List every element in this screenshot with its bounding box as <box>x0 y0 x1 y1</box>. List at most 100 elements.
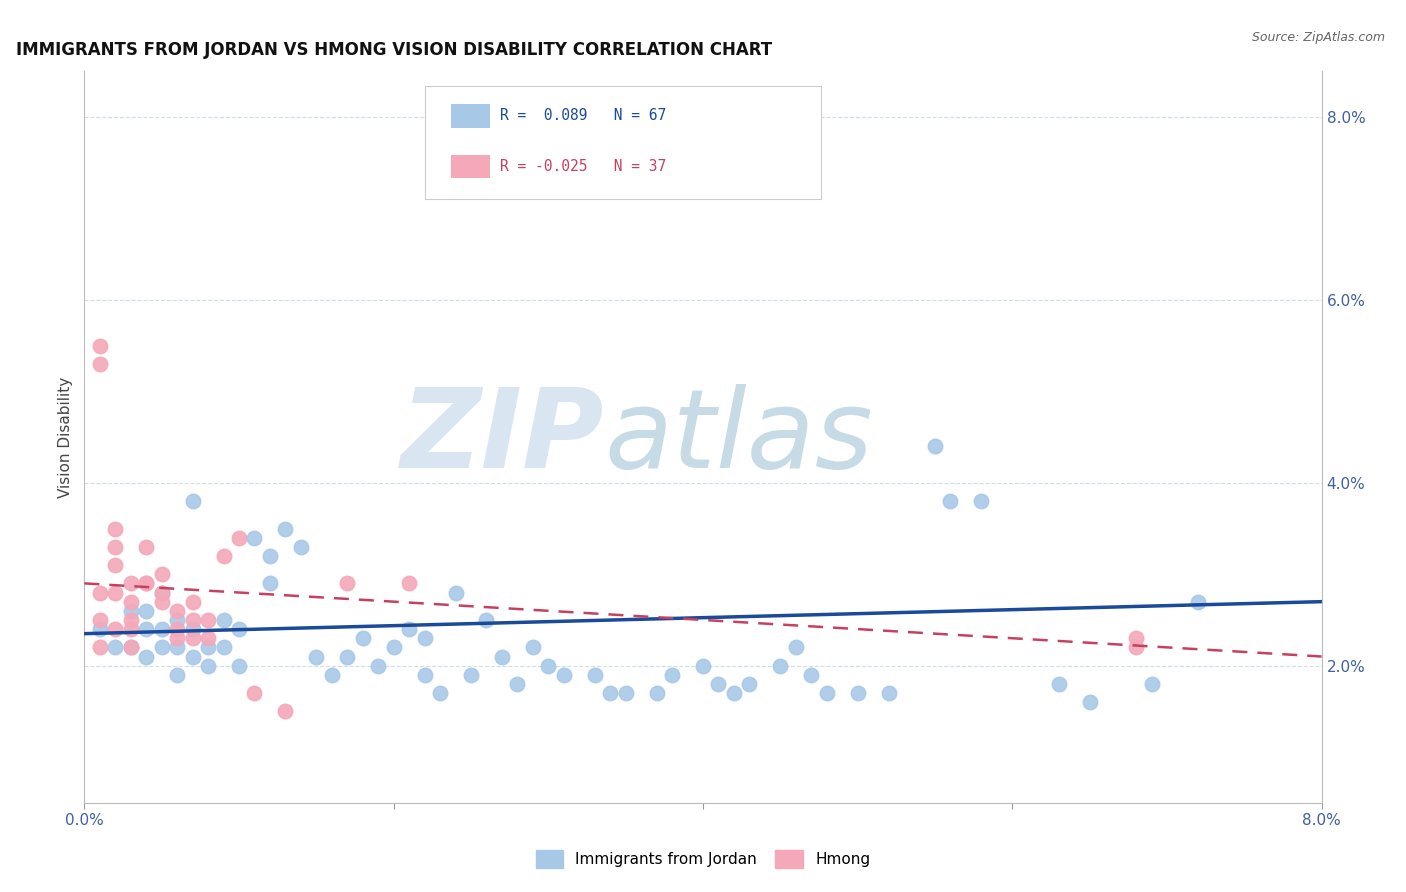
Point <box>120 640 142 655</box>
Point <box>120 613 142 627</box>
Point <box>135 622 157 636</box>
Point <box>382 640 405 655</box>
Legend: Immigrants from Jordan, Hmong: Immigrants from Jordan, Hmong <box>529 843 877 875</box>
Point <box>120 594 142 608</box>
Point <box>135 604 157 618</box>
Point <box>104 622 127 636</box>
Point <box>181 594 204 608</box>
Point <box>104 521 127 535</box>
Point <box>120 576 142 591</box>
Point <box>1047 677 1070 691</box>
Y-axis label: Vision Disability: Vision Disability <box>58 376 73 498</box>
Text: atlas: atlas <box>605 384 873 491</box>
Point <box>104 585 127 599</box>
Point <box>475 613 498 627</box>
Point <box>135 576 157 591</box>
Point <box>212 549 235 563</box>
Point <box>321 667 343 681</box>
Point <box>785 640 807 655</box>
Point <box>367 658 389 673</box>
Point <box>460 667 482 681</box>
Point <box>243 686 266 700</box>
Point <box>150 567 173 582</box>
Point <box>692 658 714 673</box>
FancyBboxPatch shape <box>450 154 491 178</box>
Point <box>924 439 946 453</box>
Point <box>135 576 157 591</box>
Point <box>166 604 188 618</box>
FancyBboxPatch shape <box>425 86 821 200</box>
Point <box>166 632 188 646</box>
Text: Source: ZipAtlas.com: Source: ZipAtlas.com <box>1251 31 1385 45</box>
Point <box>181 632 204 646</box>
Point <box>89 640 111 655</box>
Point <box>104 540 127 554</box>
Point <box>89 338 111 352</box>
Text: ZIP: ZIP <box>401 384 605 491</box>
Point <box>150 594 173 608</box>
Point <box>846 686 869 700</box>
Point <box>104 640 127 655</box>
Point <box>444 585 467 599</box>
Point <box>166 667 188 681</box>
Point <box>305 649 328 664</box>
Point <box>1125 640 1147 655</box>
Point <box>614 686 637 700</box>
Point <box>738 677 761 691</box>
Point <box>120 640 142 655</box>
Point <box>290 540 312 554</box>
Text: IMMIGRANTS FROM JORDAN VS HMONG VISION DISABILITY CORRELATION CHART: IMMIGRANTS FROM JORDAN VS HMONG VISION D… <box>17 41 772 59</box>
Point <box>939 494 962 508</box>
Point <box>120 604 142 618</box>
Point <box>336 576 359 591</box>
Point <box>1140 677 1163 691</box>
FancyBboxPatch shape <box>450 104 491 128</box>
Point <box>228 531 250 545</box>
Point <box>970 494 993 508</box>
Point <box>135 649 157 664</box>
Text: R = -0.025   N = 37: R = -0.025 N = 37 <box>501 159 666 174</box>
Point <box>150 622 173 636</box>
Point <box>429 686 451 700</box>
Point <box>274 705 297 719</box>
Point <box>553 667 575 681</box>
Point <box>506 677 529 691</box>
Point <box>181 649 204 664</box>
Point <box>228 622 250 636</box>
Point <box>89 622 111 636</box>
Point <box>707 677 730 691</box>
Point <box>120 622 142 636</box>
Point <box>259 576 281 591</box>
Point <box>723 686 745 700</box>
Point <box>150 585 173 599</box>
Point <box>815 686 838 700</box>
Point <box>197 632 219 646</box>
Point <box>522 640 544 655</box>
Point <box>274 521 297 535</box>
Point <box>150 585 173 599</box>
Point <box>135 540 157 554</box>
Point <box>259 549 281 563</box>
Point <box>352 632 374 646</box>
Point <box>212 613 235 627</box>
Point <box>243 531 266 545</box>
Point <box>645 686 668 700</box>
Point <box>1187 594 1209 608</box>
Point <box>413 632 436 646</box>
Point <box>1078 695 1101 709</box>
Point <box>336 649 359 664</box>
Point <box>398 576 420 591</box>
Point <box>166 640 188 655</box>
Point <box>537 658 560 673</box>
Point <box>1125 632 1147 646</box>
Point <box>104 558 127 573</box>
Point <box>181 494 204 508</box>
Point <box>228 658 250 673</box>
Point <box>583 667 606 681</box>
Point <box>491 649 513 664</box>
Point <box>181 622 204 636</box>
Point <box>181 613 204 627</box>
Point <box>769 658 792 673</box>
Point <box>800 667 823 681</box>
Point <box>877 686 900 700</box>
